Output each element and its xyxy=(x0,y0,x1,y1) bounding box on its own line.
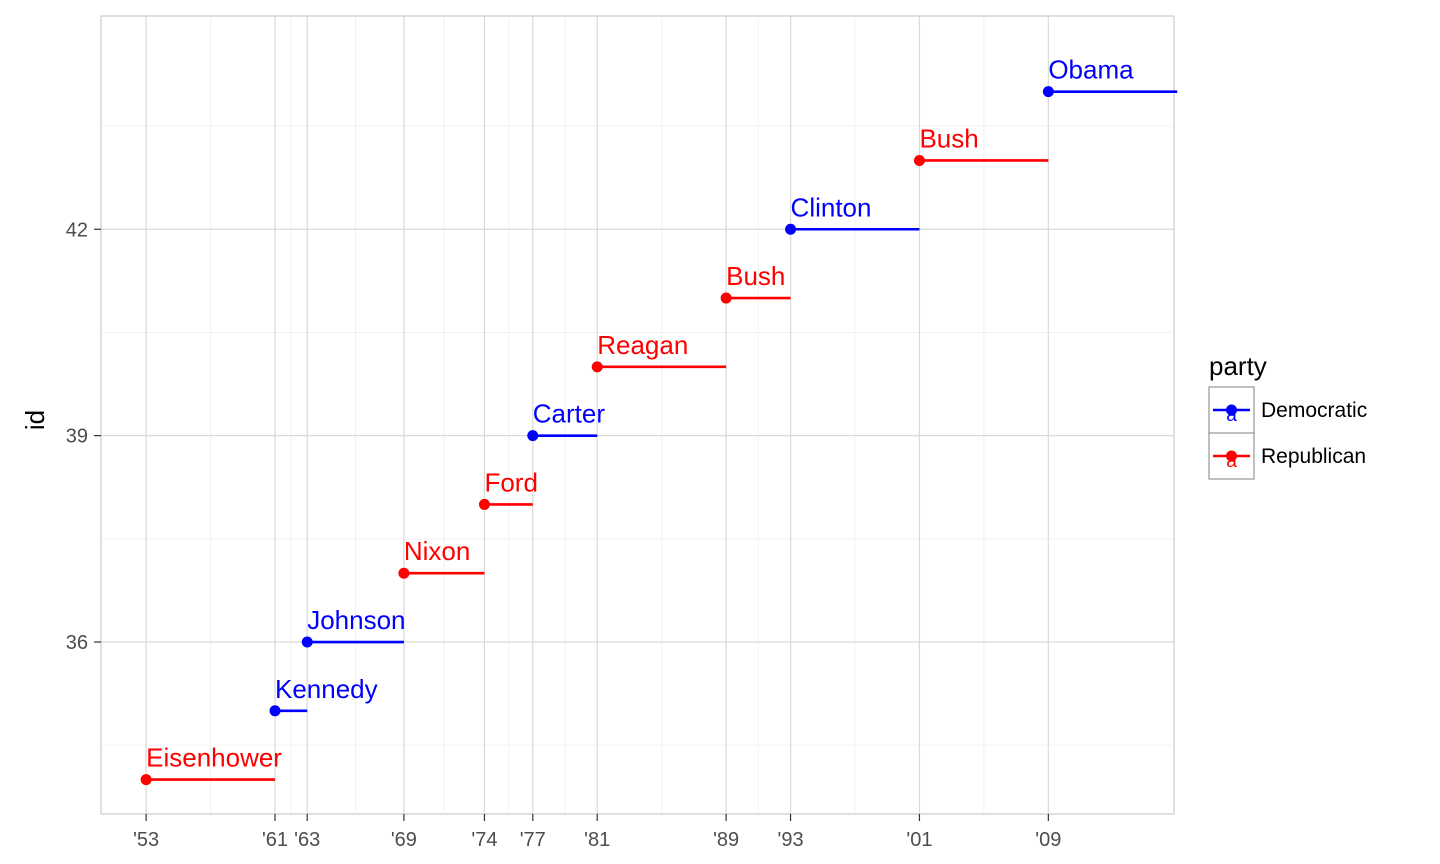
legend-key-glyph: a xyxy=(1226,405,1237,426)
major-gridlines xyxy=(101,16,1174,814)
panel-border xyxy=(100,15,1175,815)
legend-label: Democratic xyxy=(1261,399,1367,422)
x-tick-label: '63 xyxy=(294,829,320,851)
legend: party a Democratic a Republican xyxy=(1208,351,1367,480)
y-axis-title: id xyxy=(20,410,50,430)
president-label: Reagan xyxy=(597,330,688,360)
term-start-point xyxy=(1042,86,1054,98)
legend-key-point xyxy=(1226,404,1237,416)
term-start-point xyxy=(478,498,490,510)
president-label: Ford xyxy=(484,467,537,497)
president-label: Nixon xyxy=(404,536,470,566)
y-tick-label: 42 xyxy=(66,219,88,241)
x-tick-label: '09 xyxy=(1035,829,1061,851)
legend-entry: a Democratic xyxy=(1208,386,1367,434)
president-label: Obama xyxy=(1048,55,1134,85)
term-start-points xyxy=(140,86,1054,786)
legend-title: party xyxy=(1209,351,1267,381)
term-start-point xyxy=(720,292,732,304)
x-tick-label: '53 xyxy=(133,829,159,851)
x-tick-label: '74 xyxy=(471,829,497,851)
term-segments xyxy=(146,90,1178,781)
x-tick-label: '89 xyxy=(713,829,739,851)
x-tick-label: '93 xyxy=(778,829,804,851)
y-axis: 36 39 42 xyxy=(66,219,101,654)
term-start-point xyxy=(785,223,797,235)
president-label: Carter xyxy=(533,399,606,429)
legend-label: Republican xyxy=(1261,445,1366,468)
x-tick-label: '01 xyxy=(906,829,932,851)
president-label: Kennedy xyxy=(275,674,378,704)
term-start-point xyxy=(269,705,281,717)
y-tick-label: 36 xyxy=(66,632,88,654)
president-label: Clinton xyxy=(791,192,872,222)
x-tick-label: '69 xyxy=(391,829,417,851)
president-label: Johnson xyxy=(307,605,405,635)
term-start-point xyxy=(301,636,313,648)
legend-key-glyph: a xyxy=(1226,451,1237,472)
x-axis: '53 '61 '63 '69 '74 '77 '81 '89 '93 '01 '09 xyxy=(133,814,1061,851)
president-labels: Eisenhower Kennedy Johnson Nixon Ford Carter R… xyxy=(146,55,1134,773)
term-start-point xyxy=(398,567,410,579)
legend-key-point xyxy=(1226,450,1237,462)
president-label: Bush xyxy=(919,123,978,153)
legend-entry: a Republican xyxy=(1208,432,1366,480)
y-tick-label: 39 xyxy=(66,426,88,448)
minor-gridlines xyxy=(101,16,1174,814)
term-start-point xyxy=(527,430,539,442)
x-tick-label: '61 xyxy=(262,829,288,851)
term-start-point xyxy=(913,154,925,166)
x-tick-label: '77 xyxy=(520,829,546,851)
term-start-point xyxy=(591,361,603,373)
term-start-point xyxy=(140,774,152,786)
president-label: Bush xyxy=(726,261,785,291)
x-tick-label: '81 xyxy=(584,829,610,851)
president-label: Eisenhower xyxy=(146,743,282,773)
